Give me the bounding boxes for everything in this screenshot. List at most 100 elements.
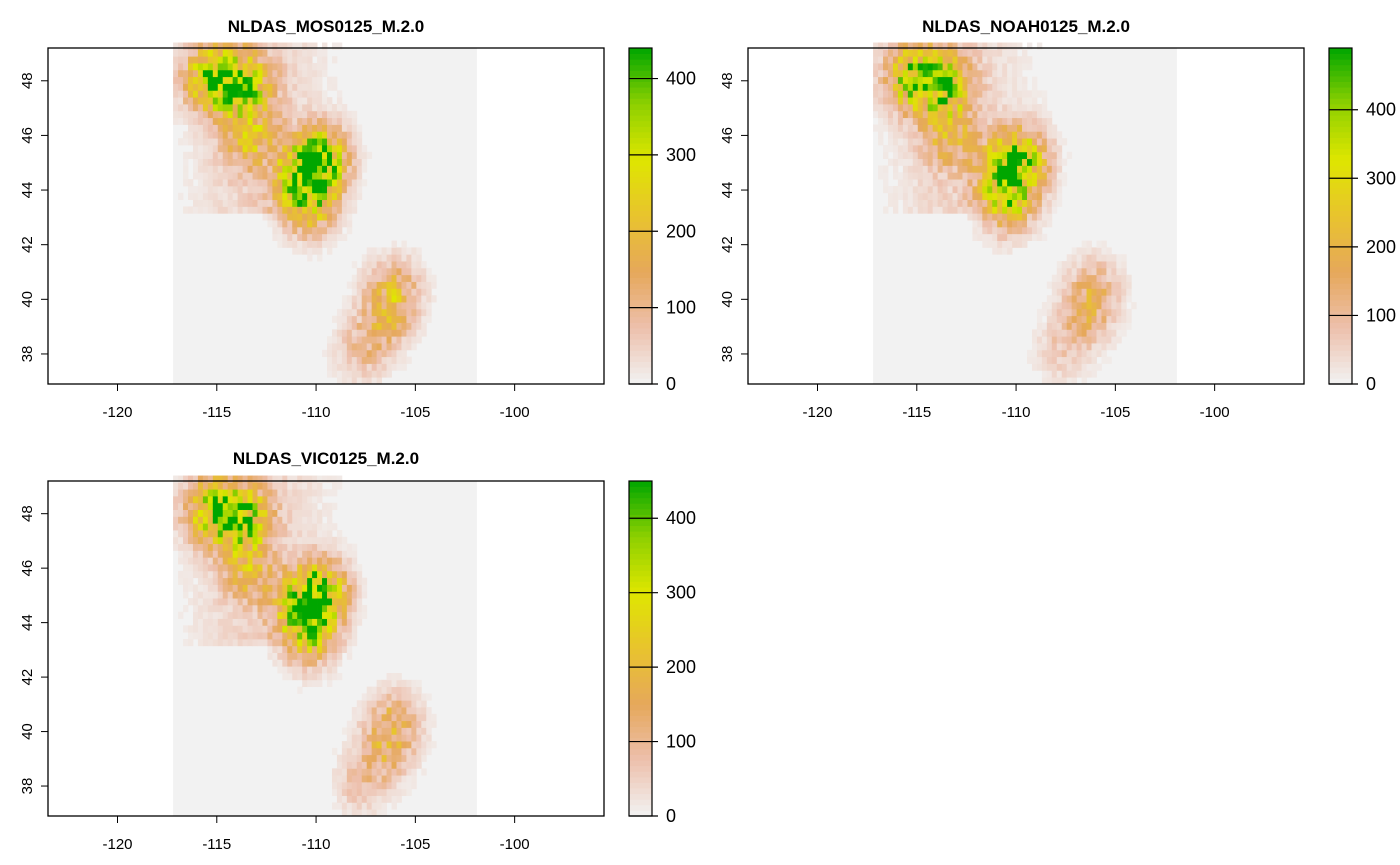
- raster-cell: [406, 707, 412, 715]
- raster-cell: [287, 110, 293, 119]
- raster-cell: [406, 247, 412, 255]
- raster-cell: [1116, 336, 1122, 344]
- raster-cell: [212, 199, 219, 207]
- raster-cell: [1036, 336, 1043, 344]
- raster-cell: [346, 625, 353, 633]
- raster-cell: [401, 686, 407, 694]
- raster-cell: [1051, 131, 1058, 139]
- raster-cell: [237, 117, 243, 125]
- raster-cell: [227, 489, 234, 497]
- raster-cell: [242, 604, 248, 613]
- raster-cell: [336, 124, 343, 132]
- raster-cell: [326, 370, 333, 378]
- raster-cell: [187, 97, 194, 105]
- raster-cell: [878, 90, 884, 98]
- raster-cell: [1041, 138, 1048, 146]
- raster-cell: [267, 536, 273, 545]
- raster-cell: [202, 475, 209, 483]
- raster-cell: [346, 754, 353, 762]
- raster-cell: [1101, 267, 1107, 276]
- raster-cell: [947, 172, 953, 180]
- raster-cell: [341, 584, 348, 592]
- raster-cell: [912, 117, 919, 125]
- raster-cell: [252, 604, 258, 613]
- raster-cell: [183, 550, 189, 558]
- raster-cell: [331, 768, 338, 776]
- raster-cell: [952, 158, 958, 166]
- raster-cell: [937, 151, 943, 160]
- raster-cell: [907, 124, 914, 132]
- raster-cell: [232, 475, 239, 483]
- raster-cell: [396, 727, 402, 735]
- raster-cell: [187, 550, 194, 558]
- raster-cell: [381, 336, 387, 344]
- raster-cell: [912, 83, 919, 91]
- raster-cell: [1056, 158, 1063, 166]
- legend-swatch: [629, 754, 652, 761]
- raster-cell: [1017, 158, 1023, 166]
- raster-cell: [351, 144, 358, 153]
- raster-cell: [237, 179, 243, 187]
- raster-cell: [1096, 363, 1102, 371]
- raster-cell: [197, 584, 204, 592]
- raster-cell: [247, 56, 253, 64]
- raster-cell: [356, 315, 363, 323]
- raster-cell: [267, 557, 273, 565]
- raster-cell: [977, 110, 983, 119]
- raster-cell: [217, 104, 224, 112]
- raster-cell: [183, 151, 189, 160]
- raster-cell: [1076, 302, 1082, 310]
- raster-cell: [302, 138, 308, 146]
- raster-cell: [1116, 267, 1122, 276]
- raster-cell: [312, 482, 318, 490]
- raster-cell: [883, 97, 889, 105]
- raster-cell: [962, 192, 968, 201]
- raster-cell: [962, 124, 968, 132]
- raster-cell: [406, 261, 412, 269]
- raster-cell: [887, 104, 894, 112]
- raster-cell: [217, 83, 224, 91]
- raster-cell: [272, 516, 278, 524]
- raster-cell: [207, 158, 214, 166]
- raster-cell: [1022, 144, 1028, 153]
- raster-cell: [1012, 192, 1018, 201]
- raster-cell: [937, 199, 943, 207]
- raster-cell: [336, 482, 343, 490]
- raster-cell: [326, 659, 333, 667]
- raster-cell: [1007, 165, 1013, 173]
- raster-cell: [272, 199, 278, 207]
- raster-cell: [297, 495, 303, 504]
- raster-cell: [1071, 261, 1078, 269]
- raster-cell: [287, 509, 293, 517]
- raster-cell: [247, 495, 253, 504]
- raster-cell: [262, 530, 268, 538]
- raster-cell: [1071, 267, 1078, 276]
- raster-cell: [257, 516, 263, 524]
- raster-cell: [302, 557, 308, 565]
- raster-cell: [957, 179, 963, 187]
- raster-cell: [1101, 308, 1107, 317]
- raster-cell: [232, 638, 239, 647]
- raster-cell: [897, 192, 904, 201]
- raster-cell: [336, 550, 343, 558]
- raster-cell: [222, 165, 229, 173]
- raster-cell: [401, 754, 407, 762]
- raster-cell: [212, 543, 219, 551]
- raster-cell: [267, 76, 273, 84]
- raster-cell: [1007, 192, 1013, 201]
- raster-cell: [247, 144, 253, 153]
- raster-cell: [178, 69, 184, 78]
- raster-cell: [307, 495, 313, 504]
- raster-cell: [1121, 302, 1127, 310]
- raster-cell: [351, 117, 358, 125]
- raster-cell: [292, 536, 298, 545]
- raster-cell: [297, 598, 303, 606]
- raster-cell: [341, 179, 348, 187]
- raster-cell: [942, 131, 948, 139]
- raster-cell: [892, 110, 899, 119]
- raster-cell: [183, 536, 189, 545]
- raster-cell: [242, 144, 248, 153]
- raster-cell: [341, 124, 348, 132]
- raster-cell: [361, 781, 368, 790]
- raster-cell: [376, 288, 382, 296]
